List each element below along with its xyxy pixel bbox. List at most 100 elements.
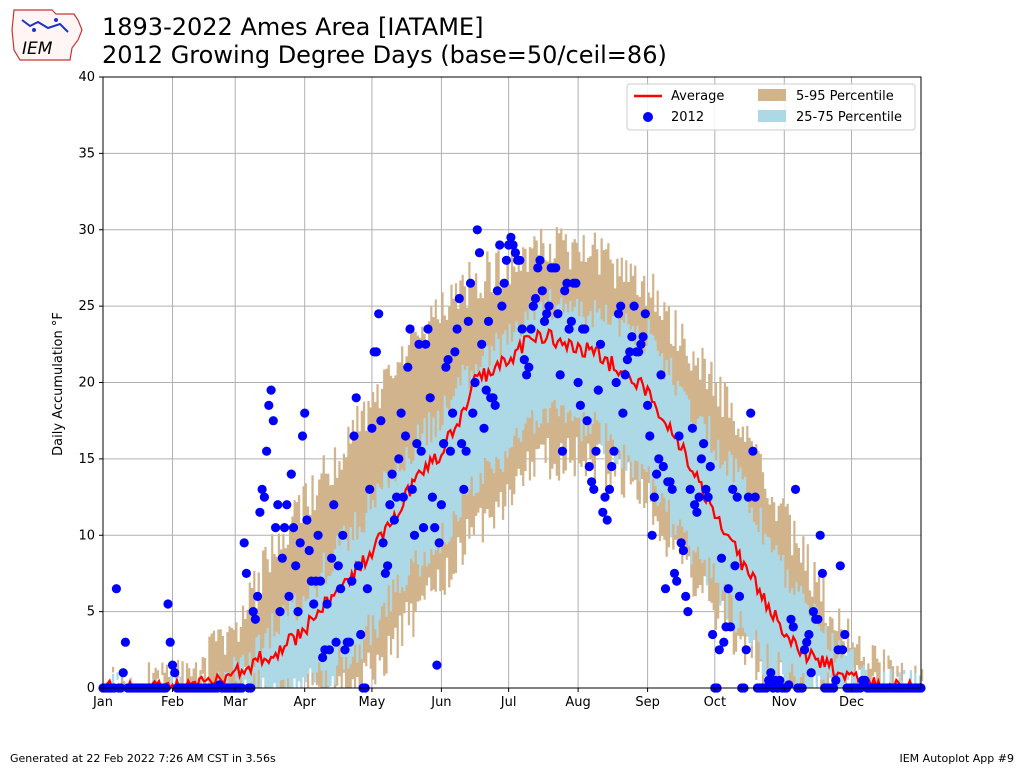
observed-point [808, 607, 819, 617]
observed-point [282, 500, 292, 510]
observed-point [167, 660, 178, 670]
observed-point [562, 278, 572, 288]
observed-point [322, 599, 332, 609]
observed-point [425, 393, 435, 403]
observed-point [582, 416, 592, 426]
observed-point [551, 263, 561, 273]
observed-point [383, 561, 393, 571]
observed-point [627, 332, 637, 342]
observed-point [564, 324, 574, 334]
plot-frame [102, 76, 922, 689]
observed-point [602, 515, 612, 525]
observed-point [692, 507, 702, 517]
observed-point [318, 652, 328, 663]
x-tick-label: Jul [500, 695, 517, 710]
observed-point [268, 416, 278, 426]
observed-point [649, 492, 659, 502]
observed-point [580, 324, 590, 334]
observed-point [465, 278, 476, 288]
observed-point [775, 675, 785, 686]
observed-point [652, 469, 662, 479]
observed-point [508, 240, 518, 250]
observed-point [766, 668, 776, 678]
observed-point [519, 355, 529, 365]
observed-point [683, 607, 693, 617]
observed-point [604, 484, 615, 494]
observed-point [468, 408, 478, 418]
observed-point [329, 500, 339, 510]
legend-5-95-swatch [758, 89, 786, 101]
observed-point [365, 484, 375, 494]
observed-point [459, 484, 469, 494]
observed-point [304, 545, 314, 556]
observed-point [448, 408, 458, 418]
y-tick-label: 5 [87, 605, 95, 620]
x-tick-label: Apr [293, 695, 316, 710]
observed-point [741, 645, 751, 655]
observed-point [336, 584, 346, 594]
observed-point [674, 431, 684, 441]
observed-point [526, 324, 536, 334]
y-tick-label: 0 [87, 681, 95, 696]
observed-point [118, 668, 128, 678]
observed-point [273, 500, 283, 510]
svg-text:IEM: IEM [22, 39, 53, 59]
observed-point [347, 576, 357, 586]
observed-point [403, 362, 413, 372]
footer-generated-text: Generated at 22 Feb 2022 7:26 AM CST in … [10, 752, 276, 765]
y-tick-label: 25 [78, 299, 95, 314]
observed-point [696, 454, 707, 464]
observed-point [672, 576, 682, 586]
observed-point [593, 385, 603, 395]
legend-5-95-label: 5-95 Percentile [796, 89, 894, 104]
observed-point [293, 607, 303, 617]
observed-point [327, 553, 337, 563]
observed-point [510, 248, 520, 258]
observed-point [356, 629, 366, 640]
observed-point [250, 614, 260, 624]
observed-point [728, 484, 738, 494]
observed-point [784, 680, 794, 690]
observed-point [584, 461, 594, 472]
observed-point [620, 370, 630, 380]
observed-point [716, 553, 727, 563]
observed-point [522, 370, 532, 380]
observed-point [259, 492, 269, 502]
observed-point [120, 637, 130, 647]
observed-point [571, 278, 581, 288]
observed-point [441, 362, 451, 372]
observed-point [595, 339, 606, 349]
x-tick-label: Jan [92, 695, 113, 710]
legend-25-75-label: 25-75 Percentile [796, 110, 902, 125]
observed-point [591, 446, 601, 456]
observed-point [286, 469, 296, 479]
observed-point [708, 629, 718, 640]
y-tick-label: 30 [78, 223, 95, 238]
y-axis-label: Daily Accumulation °F [51, 312, 66, 456]
observed-point [264, 400, 274, 410]
observed-point [618, 408, 628, 418]
observed-point [622, 355, 633, 365]
observed-point [613, 309, 624, 319]
observed-point [840, 629, 850, 640]
observed-point [170, 668, 180, 678]
observed-point [165, 637, 175, 647]
observed-point [479, 423, 489, 433]
observed-point [553, 309, 563, 319]
legend-2012-label: 2012 [671, 110, 704, 125]
observed-point [490, 400, 500, 410]
observed-point [566, 316, 577, 326]
observed-point [625, 347, 635, 357]
x-tick-label: Feb [161, 695, 184, 710]
observed-point [255, 507, 265, 517]
observed-point [517, 324, 527, 334]
axes: 0 5 10 15 20 25 30 35 40 Jan Feb Mar Apr May Jun Jul Aug… [78, 70, 922, 710]
observed-point [421, 339, 431, 349]
observed-point [750, 492, 760, 502]
observed-point [544, 301, 554, 311]
observed-point [412, 439, 422, 449]
observed-point [387, 469, 397, 479]
observed-point [474, 248, 485, 258]
observed-point [483, 316, 494, 326]
observed-point [515, 255, 525, 265]
